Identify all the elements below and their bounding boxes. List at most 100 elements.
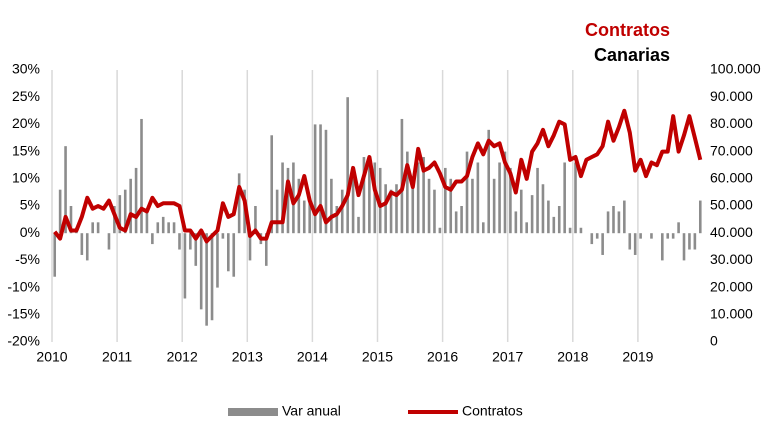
- bar: [601, 233, 604, 255]
- bar: [64, 146, 67, 234]
- line: [53, 108, 703, 244]
- y-tick-label: -5%: [15, 251, 40, 267]
- x-tick-label: 2013: [232, 349, 263, 365]
- bar: [357, 216, 360, 234]
- chart-subtitle: Canarias: [594, 45, 670, 65]
- bar: [254, 206, 257, 234]
- bar: [232, 233, 236, 277]
- bar: [606, 211, 610, 234]
- bar: [568, 227, 572, 234]
- bar: [557, 206, 561, 234]
- bar: [471, 178, 474, 234]
- bar: [205, 233, 208, 326]
- y2-tick-label: 60.000: [710, 170, 753, 186]
- bar: [454, 211, 458, 234]
- bar: [156, 222, 160, 234]
- y-tick-label: 25%: [12, 88, 40, 104]
- bar: [330, 178, 333, 234]
- bar: [671, 233, 675, 239]
- bar: [411, 184, 415, 234]
- chart-title: Contratos: [585, 20, 670, 40]
- bar: [199, 233, 203, 310]
- bar: [368, 157, 371, 234]
- bar: [227, 233, 230, 272]
- x-tick-label: 2019: [622, 349, 653, 365]
- bar: [319, 124, 322, 234]
- bar: [541, 184, 545, 234]
- bar: [503, 151, 507, 234]
- bar: [465, 151, 469, 234]
- x-tick-label: 2010: [36, 349, 67, 365]
- y-tick-label: -10%: [7, 278, 40, 294]
- y2-tick-label: 40.000: [710, 224, 753, 240]
- bar: [270, 135, 274, 234]
- bar: [579, 227, 583, 234]
- bar: [595, 233, 599, 239]
- bar: [183, 233, 187, 299]
- bar: [237, 173, 241, 234]
- bar: [96, 222, 100, 234]
- bar: [129, 178, 132, 234]
- bar: [395, 184, 398, 234]
- y-tick-label: 20%: [12, 115, 40, 131]
- bar: [172, 222, 176, 234]
- legend-label: Contratos: [462, 403, 523, 419]
- bar: [335, 206, 339, 234]
- bar: [623, 200, 626, 234]
- bar: [666, 233, 670, 239]
- bar: [400, 118, 404, 234]
- bar: [661, 233, 664, 261]
- bar: [677, 222, 680, 234]
- bar: [313, 124, 317, 234]
- y-tick-label: 5%: [20, 197, 40, 213]
- bar: [519, 189, 523, 234]
- bar: [682, 233, 686, 261]
- bar: [449, 178, 453, 234]
- bar: [433, 189, 436, 234]
- bar: [194, 233, 198, 266]
- y-tick-label: -15%: [7, 306, 40, 322]
- bar: [140, 118, 143, 234]
- y-tick-label: 0%: [20, 224, 40, 240]
- bar: [85, 233, 89, 261]
- bar: [422, 157, 425, 234]
- bar: [444, 167, 447, 234]
- bar: [536, 167, 539, 234]
- y2-tick-label: 30.000: [710, 251, 753, 267]
- bar: [58, 189, 62, 234]
- bar: [286, 167, 290, 234]
- bar: [476, 162, 480, 234]
- bar: [308, 200, 311, 234]
- y-tick-label: 30%: [12, 61, 40, 77]
- x-tick-label: 2017: [492, 349, 523, 365]
- bar: [574, 162, 577, 234]
- bar: [698, 200, 702, 234]
- bar: [113, 206, 116, 234]
- bar: [178, 233, 181, 250]
- bar: [525, 222, 528, 234]
- y2-tick-label: 0: [710, 333, 718, 349]
- bar: [351, 178, 355, 234]
- y2-tick-label: 20.000: [710, 278, 753, 294]
- y2-tick-label: 80.000: [710, 115, 753, 131]
- bar: [406, 151, 409, 234]
- bar: [650, 233, 653, 239]
- bar: [612, 206, 615, 234]
- bar: [590, 233, 594, 245]
- bar: [134, 167, 138, 234]
- bar: [123, 189, 127, 234]
- y2-tick-label: 100.000: [710, 61, 761, 77]
- bar: [151, 233, 154, 245]
- x-tick-label: 2018: [557, 349, 588, 365]
- y-tick-label: -20%: [7, 333, 40, 349]
- bar: [552, 216, 556, 234]
- bar: [145, 211, 149, 234]
- bar: [628, 233, 632, 250]
- bar: [693, 233, 697, 250]
- bar: [302, 200, 306, 234]
- bar: [216, 233, 219, 288]
- bar: [384, 184, 387, 234]
- bar: [509, 167, 512, 234]
- bar: [118, 195, 122, 234]
